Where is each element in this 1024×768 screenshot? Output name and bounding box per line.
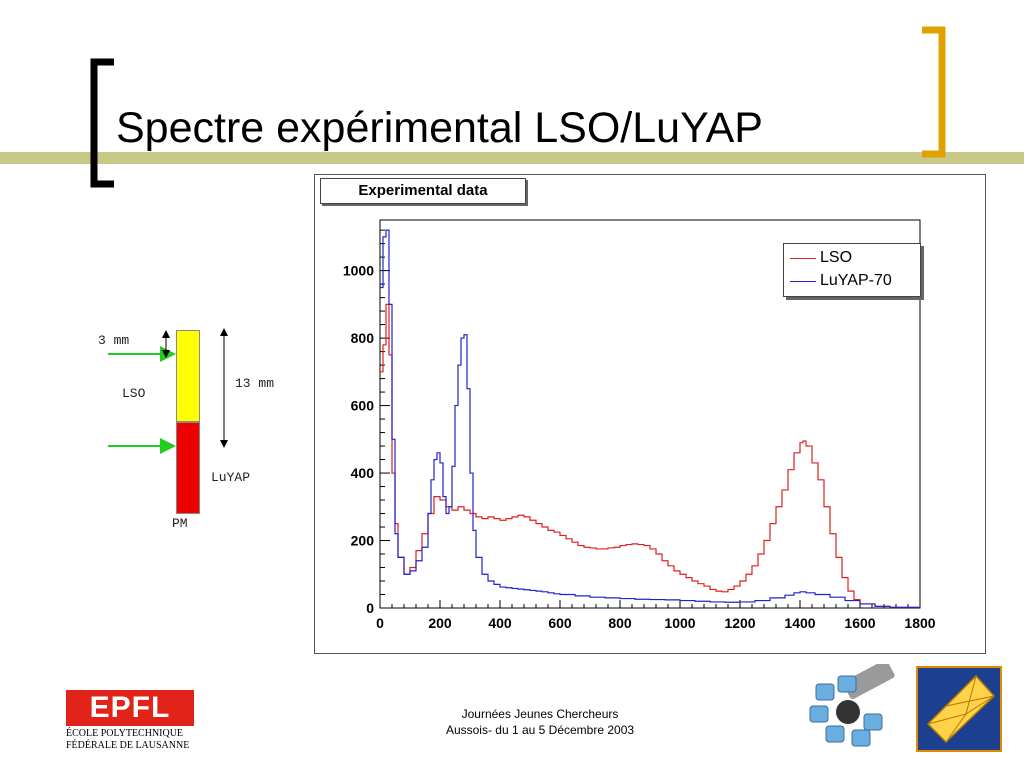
epfl-logo-line1: ÉCOLE POLYTECHNIQUE — [66, 728, 184, 739]
y-tick-label: 400 — [351, 465, 375, 481]
luyap-crystal — [176, 422, 200, 514]
x-tick-label: 1400 — [784, 615, 815, 631]
chart-legend: LSO LuYAP-70 — [783, 243, 921, 297]
right-bracket-icon — [922, 26, 946, 158]
satellite-logo-icon — [809, 664, 895, 747]
x-tick-label: 200 — [428, 615, 452, 631]
spectrum-chart: 0 200 400 600 800 1000 1200 1400 1600 1800 0 200 400… — [343, 219, 936, 631]
label-13mm: 13 mm — [235, 376, 275, 391]
y-tick-label: 0 — [366, 600, 374, 616]
legend-item-luyap: LuYAP-70 — [784, 270, 920, 292]
label-luyap: LuYAP — [211, 470, 251, 485]
crystal-logo-icon — [916, 666, 1002, 752]
footer-text: Journées Jeunes Chercheurs Aussois- du 1… — [390, 706, 690, 738]
x-tick-label: 1000 — [664, 615, 695, 631]
footer-line-2: Aussois- du 1 au 5 Décembre 2003 — [445, 723, 635, 737]
legend-swatch-luyap — [790, 281, 816, 282]
x-tick-label: 800 — [608, 615, 632, 631]
x-tick-label: 1800 — [904, 615, 935, 631]
x-tick-label: 400 — [488, 615, 512, 631]
slide-title: Spectre expérimental LSO/LuYAP — [116, 104, 763, 152]
title-underline-bar — [0, 152, 1024, 164]
y-tick-label: 1000 — [343, 263, 374, 279]
legend-label-luyap: LuYAP-70 — [820, 272, 892, 289]
label-lso: LSO — [122, 386, 146, 401]
legend-swatch-lso — [790, 258, 816, 259]
x-tick-label: 1200 — [724, 615, 755, 631]
label-3mm: 3 mm — [98, 333, 130, 348]
y-tick-label: 200 — [351, 533, 375, 549]
legend-label-lso: LSO — [820, 249, 853, 266]
x-tick-label: 600 — [548, 615, 572, 631]
y-tick-label: 600 — [351, 398, 375, 414]
x-tick-label: 1600 — [844, 615, 875, 631]
epfl-logo-line2: FÉDÉRALE DE LAUSANNE — [66, 740, 190, 751]
series-line-luyap — [380, 229, 921, 608]
chart-title: Experimental data — [320, 178, 526, 204]
lso-crystal — [176, 330, 200, 422]
legend-item-lso: LSO — [784, 247, 920, 269]
y-tick-label: 800 — [351, 330, 375, 346]
detector-arrows — [108, 328, 228, 454]
x-tick-label: 0 — [376, 615, 384, 631]
left-bracket-icon — [90, 58, 114, 188]
label-pm: PM — [172, 516, 188, 531]
epfl-logo-mark: EPFL — [66, 690, 194, 726]
footer-line-1: Journées Jeunes Chercheurs — [461, 707, 619, 721]
plot-area — [379, 219, 921, 609]
epfl-logo: EPFL ÉCOLE POLYTECHNIQUE FÉDÉRALE DE LAU… — [66, 690, 194, 752]
